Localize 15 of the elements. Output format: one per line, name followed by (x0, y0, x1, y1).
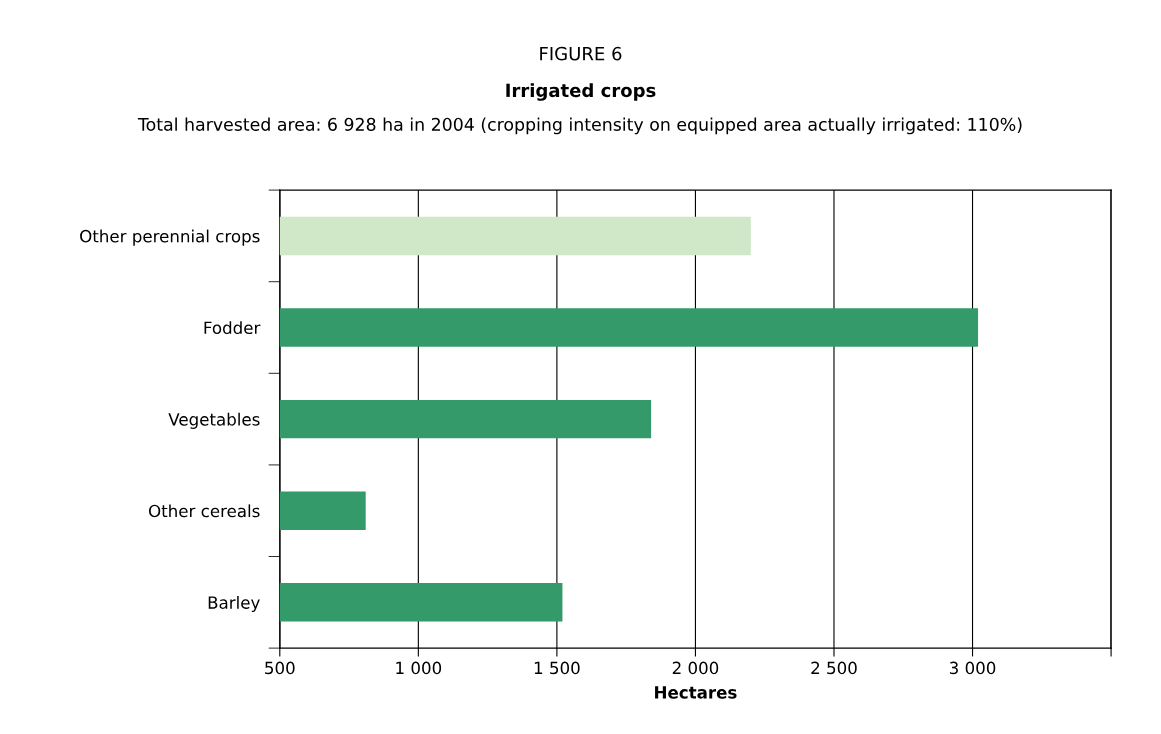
x-tick-label: 2 000 (672, 661, 719, 675)
y-tick-label: Vegetables (168, 412, 260, 429)
y-tick-label: Fodder (204, 321, 261, 335)
x-tick-label: 3 000 (949, 661, 996, 675)
y-tick-label: Barley (208, 595, 260, 613)
x-axis-title: Hectares (655, 686, 737, 699)
x-tick-label: 2 500 (811, 661, 857, 675)
y-tick-label: Other cereals (148, 504, 260, 518)
y-tick-label: Other perennial crops (80, 229, 260, 246)
caption: FIGURE 6 (540, 46, 622, 61)
x-tick-label: 500 (265, 661, 295, 675)
x-tick-label: 1 500 (534, 661, 580, 675)
x-tick-label: 1 000 (396, 661, 442, 675)
chart-title: Irrigated crops (506, 83, 656, 101)
chart-subtitle: Total harvested area: 6 928 ha in 2004 (cropping intensity on equipped area actually irrigated: 110%) (137, 117, 1022, 135)
